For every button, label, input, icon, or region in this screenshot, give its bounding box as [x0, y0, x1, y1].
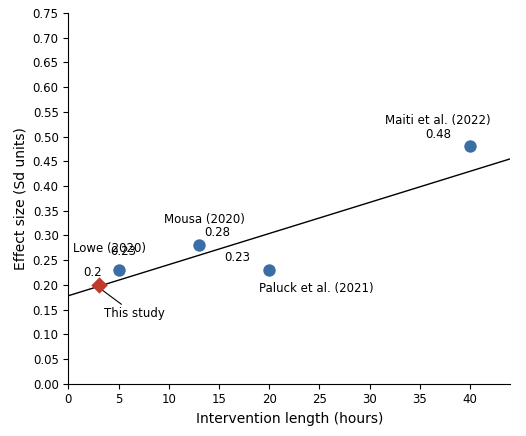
Y-axis label: Effect size (Sd units): Effect size (Sd units) [13, 127, 27, 270]
Text: Mousa (2020): Mousa (2020) [164, 213, 245, 225]
Point [265, 266, 274, 273]
Text: Maiti et al. (2022): Maiti et al. (2022) [385, 114, 490, 127]
Point [114, 266, 123, 273]
Text: 0.28: 0.28 [204, 226, 230, 239]
Text: 0.2: 0.2 [84, 266, 102, 279]
Point [195, 242, 203, 249]
Text: 0.23: 0.23 [224, 251, 250, 264]
Text: 0.48: 0.48 [425, 128, 451, 140]
X-axis label: Intervention length (hours): Intervention length (hours) [196, 412, 383, 426]
Text: Lowe (2020): Lowe (2020) [74, 242, 146, 255]
Text: Paluck et al. (2021): Paluck et al. (2021) [259, 282, 374, 295]
Point [466, 143, 474, 150]
Text: 0.23: 0.23 [110, 245, 137, 258]
Text: This study: This study [98, 287, 165, 320]
Point [94, 281, 103, 288]
